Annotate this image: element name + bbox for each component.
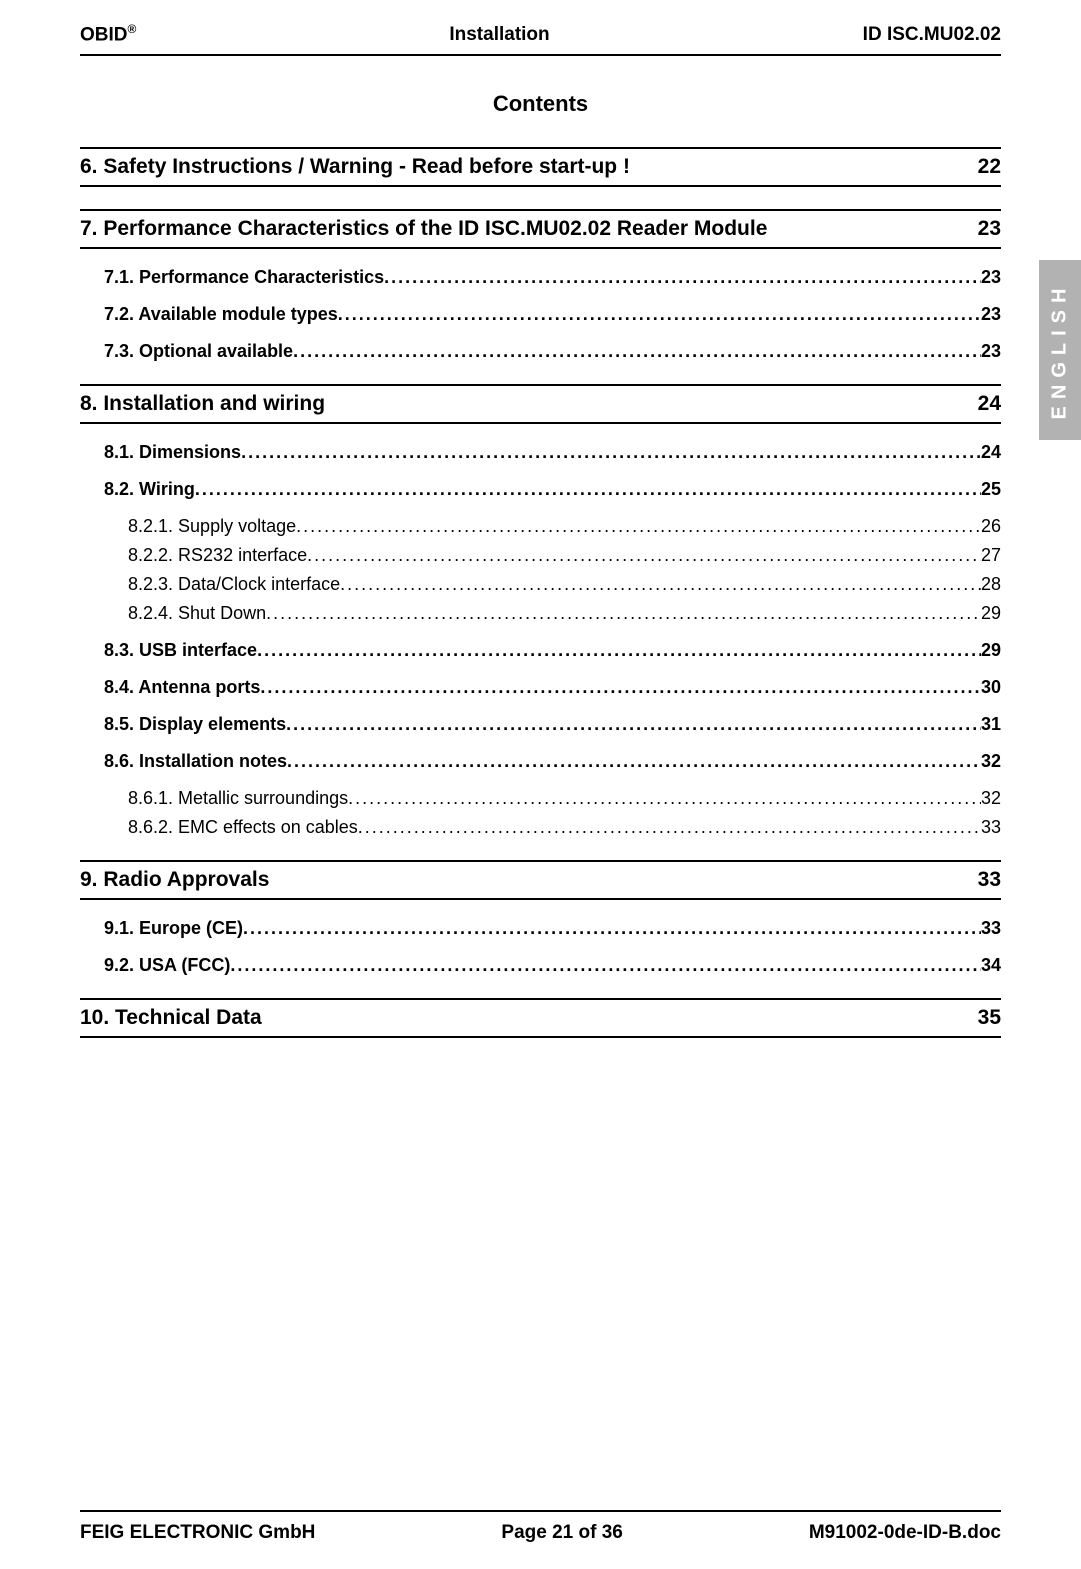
header-title: Installation — [449, 24, 549, 46]
toc-leader-dots: ........................................… — [260, 677, 981, 698]
toc-leader-dots: ........................................… — [241, 442, 981, 463]
toc-leader-dots: ........................................… — [338, 304, 981, 325]
toc-entry-label: 8.6.1. Metallic surroundings — [128, 788, 348, 809]
toc-leader-dots: ........................................… — [266, 603, 981, 624]
page-footer: FEIG ELECTRONIC GmbH Page 21 of 36 M9100… — [80, 1510, 1001, 1544]
toc-entry-page: 25 — [981, 479, 1001, 500]
toc-leader-dots: ........................................… — [296, 516, 981, 537]
toc-leader-dots: ........................................… — [293, 341, 981, 362]
toc-entry-label: 9.1. Europe (CE) — [104, 918, 243, 939]
toc-entry-page: 33 — [981, 918, 1001, 939]
toc-entry-page: 31 — [981, 714, 1001, 735]
toc-entry-page: 23 — [981, 267, 1001, 288]
toc-entry-page: 23 — [981, 341, 1001, 362]
footer-file: M91002-0de-ID-B.doc — [809, 1522, 1001, 1544]
toc-section-heading: 10. Technical Data 35 — [80, 998, 1001, 1038]
toc-leader-dots: ........................................… — [257, 640, 981, 661]
toc-entry-page: 33 — [981, 817, 1001, 838]
page-container: OBID® Installation ID ISC.MU02.02 Conten… — [0, 0, 1081, 1569]
toc-section-page: 33 — [978, 868, 1001, 892]
toc-section-heading: 8. Installation and wiring 24 — [80, 384, 1001, 424]
toc-entry-label: 7.3. Optional available — [104, 341, 293, 362]
page-header: OBID® Installation ID ISC.MU02.02 — [80, 0, 1001, 56]
toc-entry-page: 27 — [981, 545, 1001, 566]
toc-section-page: 24 — [978, 392, 1001, 416]
toc-entry-page: 29 — [981, 640, 1001, 661]
toc-entry: 9.2. USA (FCC)..........................… — [104, 955, 1001, 976]
toc-entry: 8.6. Installation notes.................… — [104, 751, 1001, 772]
toc-sub-entry: 8.2.4. Shut Down .......................… — [128, 603, 1001, 624]
toc-entry: 9.1. Europe (CE)........................… — [104, 918, 1001, 939]
toc-entry: 7.1. Performance Characteristics .......… — [104, 267, 1001, 288]
toc-entry: 7.2. Available module types ............… — [104, 304, 1001, 325]
toc-leader-dots: ........................................… — [307, 545, 981, 566]
toc-entry-label: 8.2.4. Shut Down — [128, 603, 266, 624]
toc-sub-entry: 8.6.2. EMC effects on cables............… — [128, 817, 1001, 838]
toc-section-title: 8. Installation and wiring — [80, 392, 325, 416]
toc-section-title: 9. Radio Approvals — [80, 868, 269, 892]
toc-leader-dots: ........................................… — [287, 751, 981, 772]
toc-entry-label: 8.5. Display elements — [104, 714, 286, 735]
table-of-contents: 6. Safety Instructions / Warning - Read … — [80, 147, 1001, 1038]
header-brand: OBID® — [80, 22, 136, 46]
toc-section-heading: 9. Radio Approvals 33 — [80, 860, 1001, 900]
toc-entry-label: 8.2. Wiring — [104, 479, 195, 500]
toc-entry-label: 8.2.2. RS232 interface — [128, 545, 307, 566]
toc-entry: 8.4. Antenna ports......................… — [104, 677, 1001, 698]
brand-name: OBID — [80, 24, 128, 45]
toc-entry-page: 30 — [981, 677, 1001, 698]
toc-entry-label: 8.3. USB interface — [104, 640, 257, 661]
toc-entry-page: 28 — [981, 574, 1001, 595]
toc-entry: 7.3. Optional available.................… — [104, 341, 1001, 362]
toc-sub-entry: 8.2.1. Supply voltage ..................… — [128, 516, 1001, 537]
toc-sub-entry: 8.2.3. Data/Clock interface ............… — [128, 574, 1001, 595]
toc-entry-label: 9.2. USA (FCC) — [104, 955, 230, 976]
toc-sub-entry: 8.2.2. RS232 interface..................… — [128, 545, 1001, 566]
toc-entry-label: 8.1. Dimensions — [104, 442, 241, 463]
toc-entry-label: 8.6.2. EMC effects on cables — [128, 817, 358, 838]
toc-leader-dots: ........................................… — [340, 574, 981, 595]
toc-section-title: 7. Performance Characteristics of the ID… — [80, 217, 767, 241]
toc-entry-page: 32 — [981, 788, 1001, 809]
toc-leader-dots: ........................................… — [286, 714, 981, 735]
contents-heading: Contents — [80, 91, 1001, 117]
toc-sub-entry: 8.6.1. Metallic surroundings............… — [128, 788, 1001, 809]
brand-superscript: ® — [128, 22, 137, 36]
toc-entry-label: 8.4. Antenna ports — [104, 677, 260, 698]
toc-entry: 8.2. Wiring ............................… — [104, 479, 1001, 500]
toc-section-page: 35 — [978, 1006, 1001, 1030]
toc-section-title: 10. Technical Data — [80, 1006, 262, 1030]
toc-section-page: 23 — [978, 217, 1001, 241]
toc-entry: 8.1. Dimensions.........................… — [104, 442, 1001, 463]
toc-entry-page: 29 — [981, 603, 1001, 624]
toc-section-heading: 7. Performance Characteristics of the ID… — [80, 209, 1001, 249]
footer-page-info: Page 21 of 36 — [501, 1522, 622, 1544]
toc-leader-dots: ........................................… — [384, 267, 981, 288]
toc-entry: 8.3. USB interface......................… — [104, 640, 1001, 661]
toc-leader-dots: ........................................… — [243, 918, 981, 939]
toc-leader-dots: ........................................… — [230, 955, 981, 976]
toc-section-page: 22 — [978, 155, 1001, 179]
toc-entry-label: 8.6. Installation notes — [104, 751, 287, 772]
toc-entry-page: 26 — [981, 516, 1001, 537]
toc-entry-label: 7.1. Performance Characteristics — [104, 267, 384, 288]
footer-company: FEIG ELECTRONIC GmbH — [80, 1522, 315, 1544]
toc-entry-page: 32 — [981, 751, 1001, 772]
toc-section-heading: 6. Safety Instructions / Warning - Read … — [80, 147, 1001, 187]
header-doc-id: ID ISC.MU02.02 — [863, 24, 1001, 46]
toc-entry: 8.5. Display elements...................… — [104, 714, 1001, 735]
toc-entry-label: 8.2.3. Data/Clock interface — [128, 574, 340, 595]
toc-entry-page: 23 — [981, 304, 1001, 325]
toc-leader-dots: ........................................… — [195, 479, 981, 500]
toc-section-title: 6. Safety Instructions / Warning - Read … — [80, 155, 630, 179]
toc-entry-page: 24 — [981, 442, 1001, 463]
toc-leader-dots: ........................................… — [348, 788, 981, 809]
toc-leader-dots: ........................................… — [358, 817, 981, 838]
toc-entry-label: 8.2.1. Supply voltage — [128, 516, 296, 537]
toc-entry-page: 34 — [981, 955, 1001, 976]
toc-entry-label: 7.2. Available module types — [104, 304, 338, 325]
